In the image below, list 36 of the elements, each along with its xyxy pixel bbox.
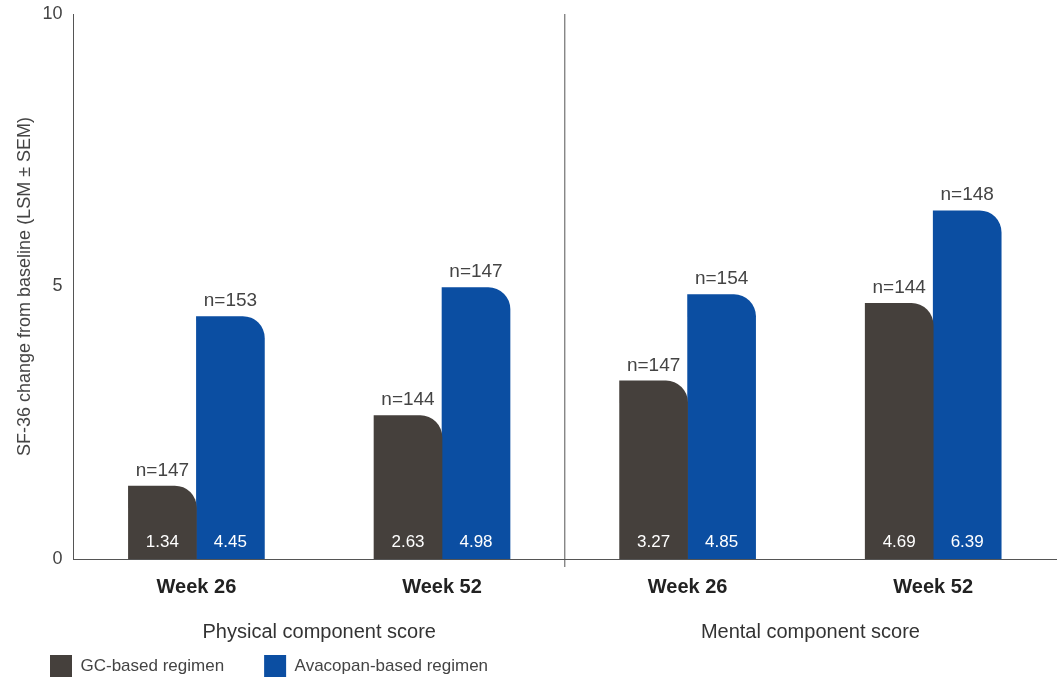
data-label: 6.39 — [950, 531, 984, 551]
data-label: 2.63 — [391, 531, 425, 551]
bar — [932, 210, 1002, 559]
x-tick-label: Week 52 — [402, 574, 482, 597]
y-tick-label: 5 — [52, 275, 63, 296]
annotation: n=144 — [872, 276, 927, 298]
annotation: n=147 — [626, 353, 681, 375]
bar — [128, 485, 197, 559]
data-label: 1.34 — [145, 531, 179, 551]
annotation: n=148 — [940, 183, 994, 205]
x-tick-label: Week 26 — [647, 574, 728, 597]
data-label: 4.85 — [705, 531, 739, 551]
data-label: 4.45 — [213, 531, 247, 551]
y-axis-title: SF-36 change from baseline (LSM ± SEM) — [13, 116, 34, 457]
annotation: n=153 — [203, 289, 258, 311]
y-tick-label: 0 — [52, 547, 63, 568]
annotation: n=147 — [449, 260, 503, 282]
data-label: 4.98 — [459, 531, 493, 551]
bar — [373, 415, 443, 559]
bar — [619, 380, 688, 559]
x-tick-label: Week 52 — [893, 574, 974, 597]
text: Physical component score — [202, 619, 436, 642]
legend-label: Avacopan-based regimen — [294, 655, 489, 675]
data-label: 3.27 — [637, 531, 671, 551]
annotation: n=144 — [381, 388, 436, 410]
legend-label: GC-based regimen — [80, 655, 225, 675]
text: Mental component score — [700, 619, 920, 642]
x-tick-label: Week 26 — [156, 574, 237, 597]
bar — [441, 287, 511, 559]
bar — [196, 316, 265, 559]
annotation: n=154 — [694, 267, 749, 289]
annotation: n=147 — [135, 458, 190, 480]
bar — [687, 294, 756, 559]
y-tick-label: 10 — [42, 2, 63, 23]
data-label: 4.69 — [882, 531, 916, 551]
bar — [864, 303, 934, 559]
